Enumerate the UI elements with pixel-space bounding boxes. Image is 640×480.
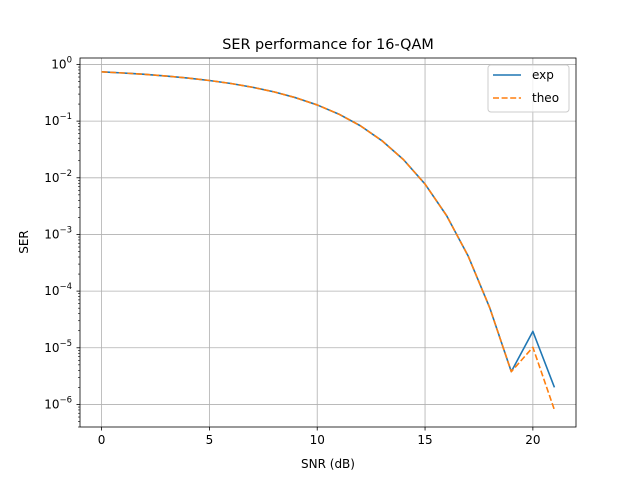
series-layer — [101, 71, 556, 411]
x-tick-label: 10 — [310, 433, 325, 447]
legend-box — [487, 64, 570, 113]
x-tick-label: 20 — [525, 433, 540, 447]
grid — [80, 58, 576, 427]
x-tick-label: 15 — [417, 433, 432, 447]
legend-label-theo: theo — [532, 91, 559, 105]
x-axis-label: SNR (dB) — [301, 457, 355, 471]
series-line-theo — [101, 71, 556, 411]
legend-label-exp: exp — [532, 68, 554, 82]
plot-frame — [79, 57, 577, 428]
x-tick-label: 0 — [98, 433, 106, 447]
legend: exp theo — [487, 64, 570, 113]
y-axis-label: SER — [17, 230, 31, 254]
chart-title: SER performance for 16-QAM — [222, 37, 434, 53]
x-tick-label: 5 — [206, 433, 214, 447]
